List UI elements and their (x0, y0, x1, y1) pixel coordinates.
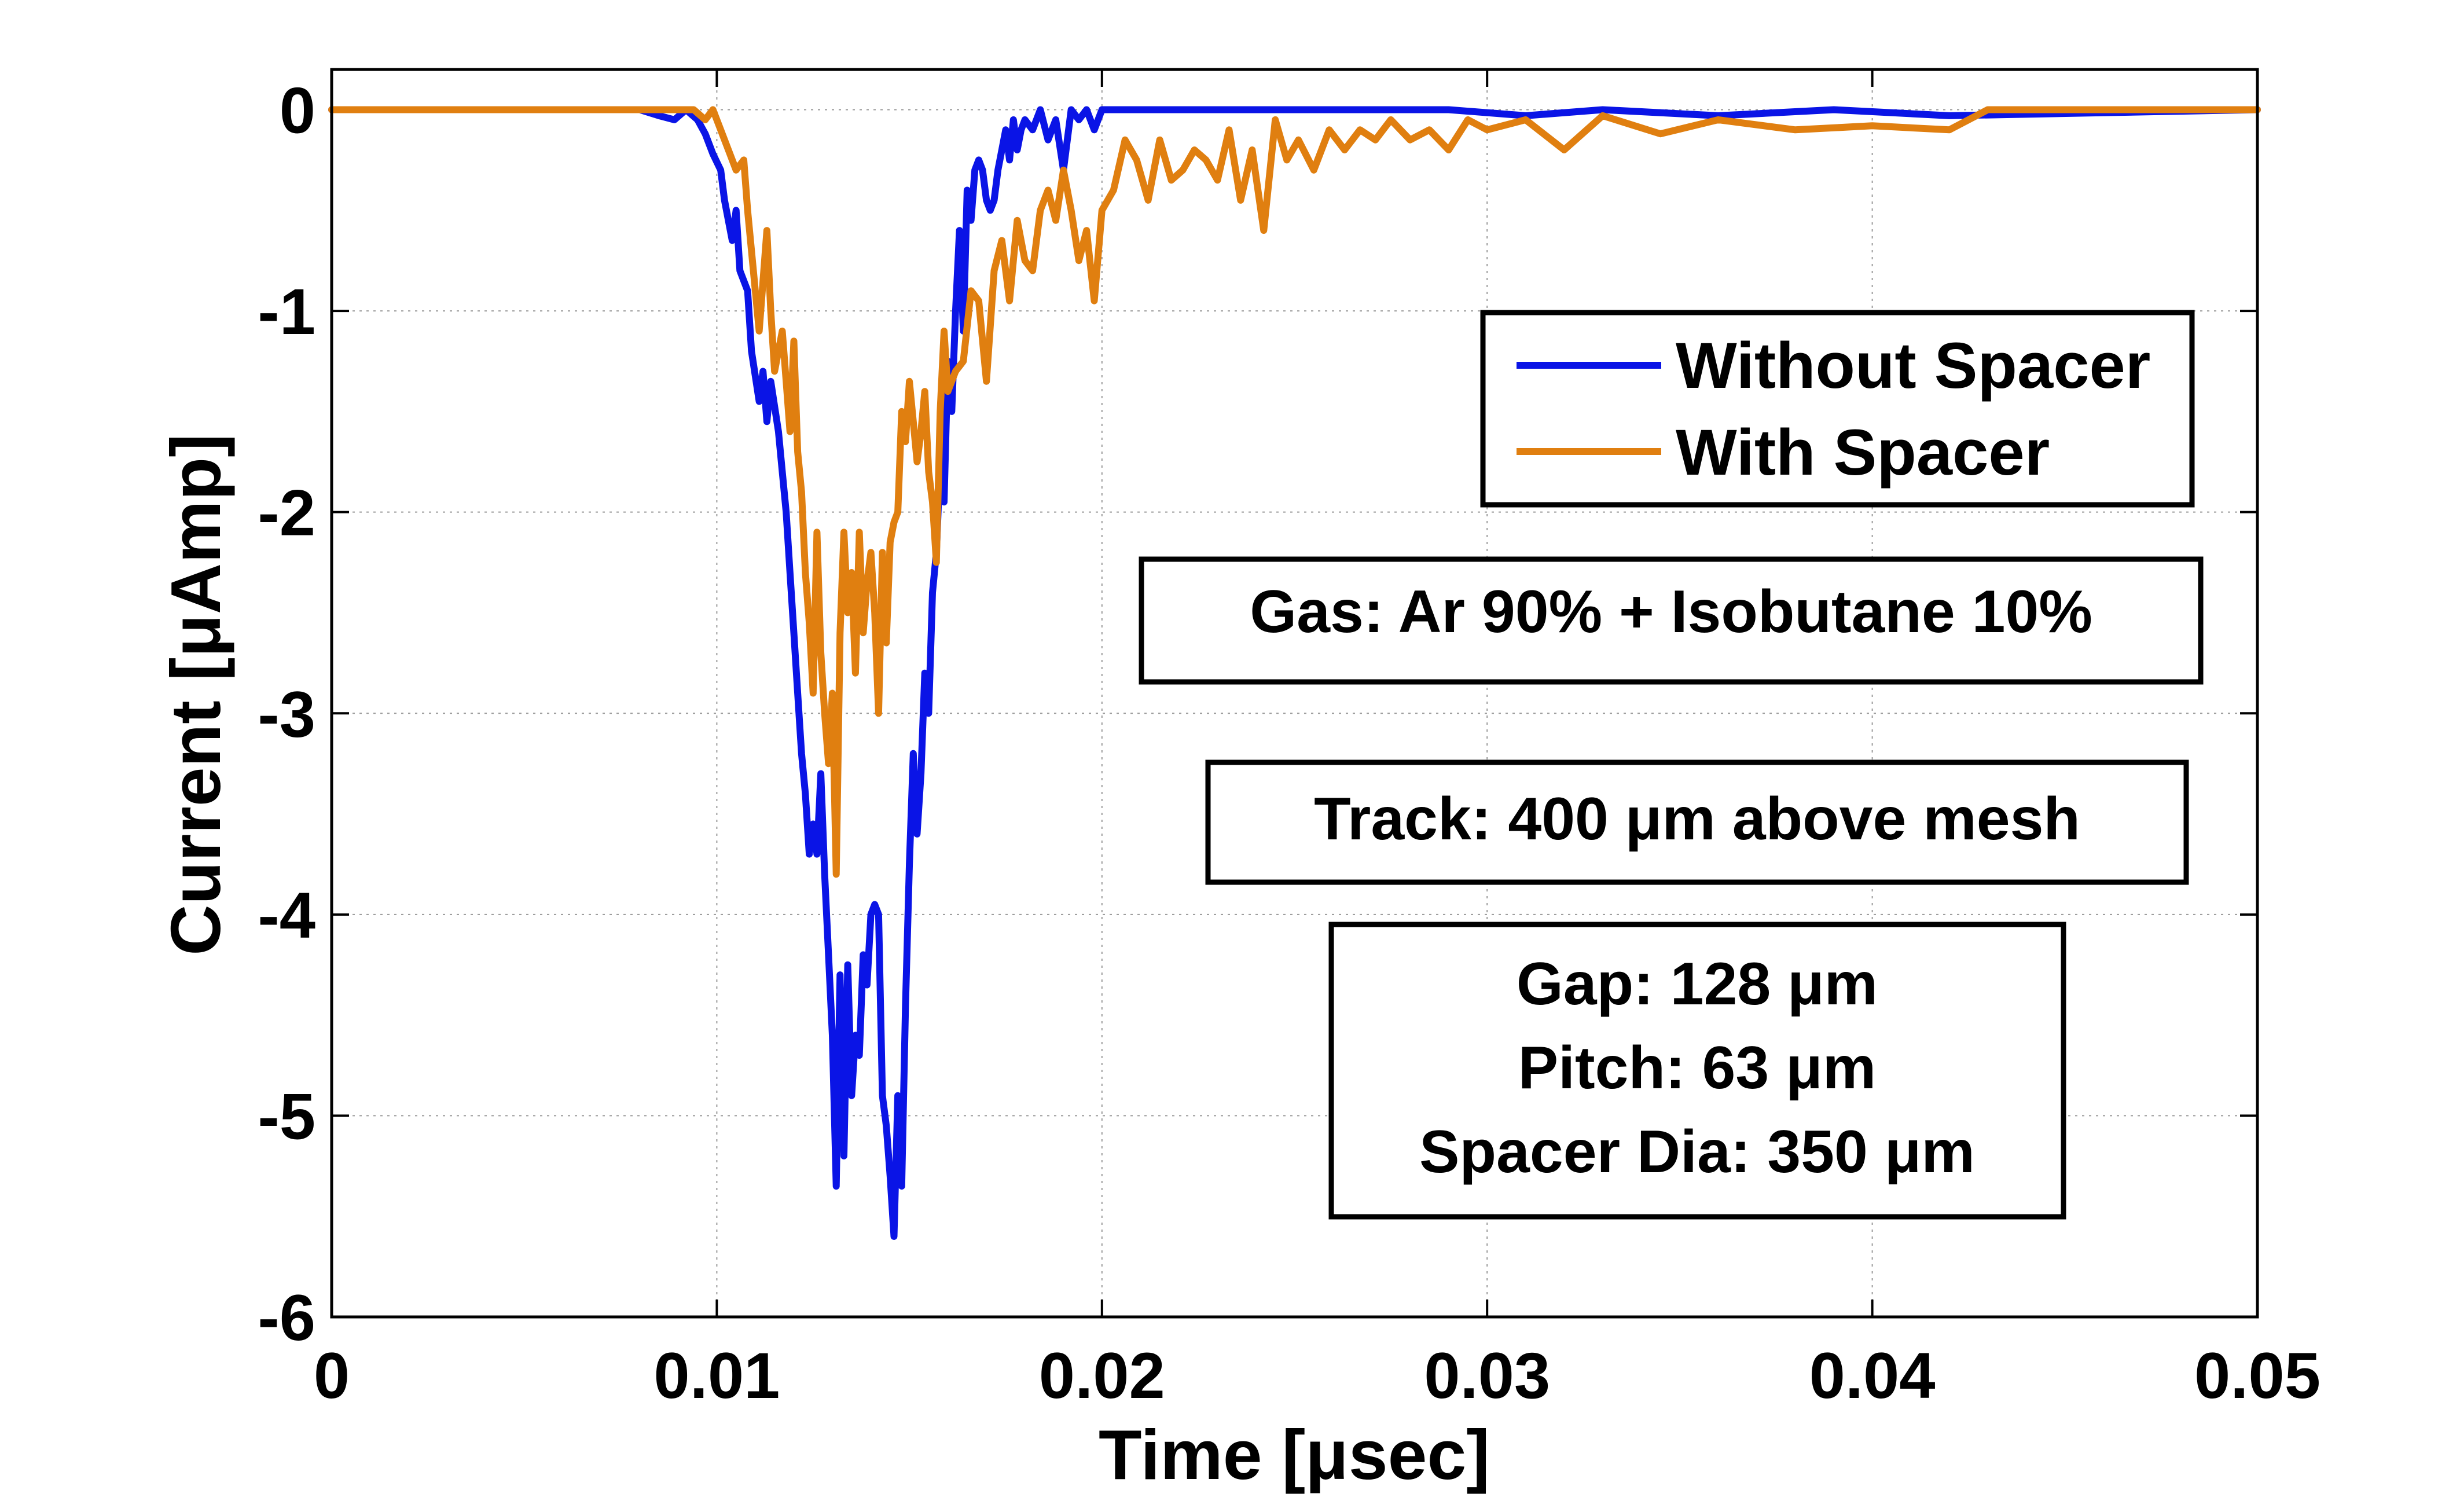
y-tick-label: -3 (258, 678, 315, 750)
annotation-spacer-dia-text: Spacer Dia: 350 μm (1419, 1118, 1975, 1186)
series-line-without-spacer (328, 106, 2261, 1240)
y-tick-label: -4 (258, 879, 315, 952)
x-tick-label: 0.03 (1424, 1339, 1550, 1412)
annotation-track: Track: 400 μm above mesh (1205, 759, 2189, 885)
y-tick-labels: 0 -1 -2 -3 -4 -5 -6 (258, 75, 315, 1354)
x-tick-label: 0.05 (2194, 1339, 2321, 1412)
y-tick-label: -6 (258, 1282, 315, 1354)
x-tick-labels: 0 0.01 0.02 0.03 0.04 0.05 (314, 1339, 2321, 1412)
series-line-with-spacer (328, 106, 2261, 878)
legend-label-without-spacer: Without Spacer (1676, 329, 2150, 402)
series-lines (328, 106, 2261, 1240)
y-tick-label: -2 (258, 477, 315, 549)
x-tick-label: 0.01 (653, 1339, 780, 1412)
annotation-geometry-box (1328, 922, 2066, 1220)
annotation-gas: Gas: Ar 90% + Isobutane 10% (1139, 556, 2204, 685)
annotation-pitch-text: Pitch: 63 μm (1518, 1034, 1876, 1102)
x-axis-label: Time [μsec] (1099, 1415, 1490, 1494)
annotation-track-box (1205, 759, 2189, 885)
y-axis-label: Current [μAmp] (156, 434, 235, 955)
y-tick-label: -1 (258, 276, 315, 348)
x-tick-label: 0.02 (1039, 1339, 1165, 1412)
annotation-gas-text: Gas: Ar 90% + Isobutane 10% (1250, 578, 2092, 645)
x-tick-label: 0.04 (1809, 1339, 1936, 1412)
annotation-gas-box (1139, 556, 2204, 685)
x-tick-label: 0 (314, 1339, 350, 1412)
annotation-track-text: Track: 400 μm above mesh (1314, 786, 2080, 853)
plot-frame (330, 68, 2259, 1319)
y-tick-label: 0 (280, 75, 315, 147)
legend-label-with-spacer: With Spacer (1676, 416, 2050, 489)
annotation-gap-text: Gap: 128 μm (1517, 950, 1878, 1018)
annotation-geometry: Gap: 128 μm Pitch: 63 μm Spacer Dia: 350… (1328, 922, 2066, 1220)
legend: Without Spacer With Spacer (1480, 310, 2195, 508)
y-tick-label: -5 (258, 1080, 315, 1153)
legend-box (1480, 310, 2195, 508)
